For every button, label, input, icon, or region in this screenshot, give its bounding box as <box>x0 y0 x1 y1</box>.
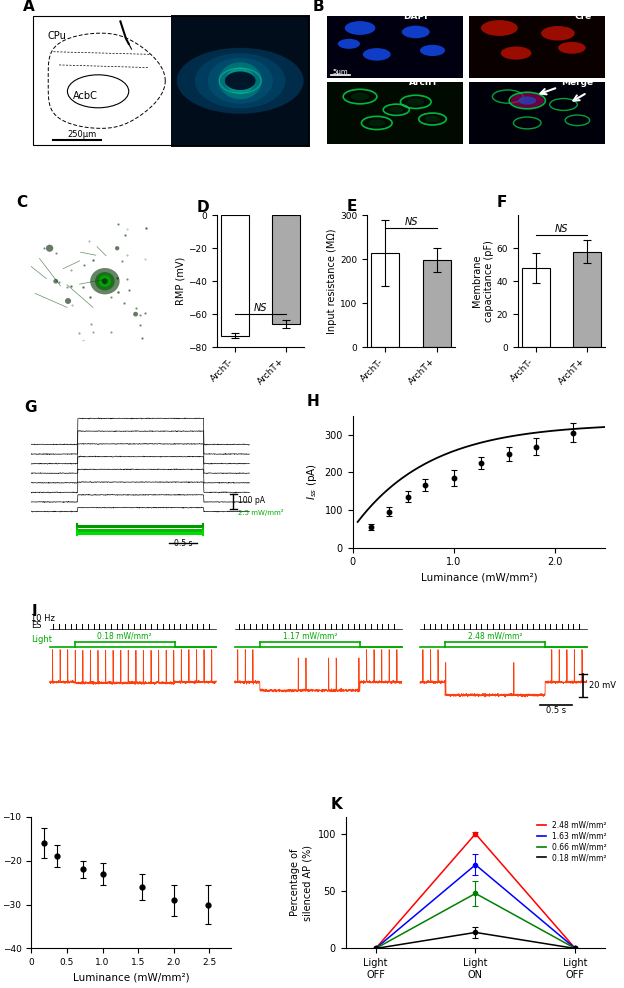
Bar <box>371 253 399 347</box>
Text: 0.5 s: 0.5 s <box>173 539 192 548</box>
Ellipse shape <box>402 26 430 39</box>
Text: Light: Light <box>31 634 52 643</box>
Ellipse shape <box>102 279 108 285</box>
Text: CPu: CPu <box>48 31 67 41</box>
Y-axis label: Input resistance (MΩ): Input resistance (MΩ) <box>328 228 338 334</box>
Text: NS: NS <box>555 223 568 234</box>
Text: H: H <box>307 394 320 409</box>
Text: A: A <box>23 0 34 14</box>
Bar <box>31 15 170 146</box>
Ellipse shape <box>90 268 120 294</box>
Ellipse shape <box>177 47 304 114</box>
Bar <box>522 268 550 347</box>
Y-axis label: Percentage of
silenced AP (%): Percentage of silenced AP (%) <box>290 845 312 921</box>
Ellipse shape <box>510 93 544 108</box>
Ellipse shape <box>133 312 138 316</box>
Legend: 2.48 mW/mm², 1.63 mW/mm², 0.66 mW/mm², 0.18 mW/mm²: 2.48 mW/mm², 1.63 mW/mm², 0.66 mW/mm², 0… <box>537 820 607 863</box>
X-axis label: Luminance (mW/mm²): Luminance (mW/mm²) <box>421 573 537 583</box>
Text: NS: NS <box>404 217 417 227</box>
Text: 0.5 s: 0.5 s <box>546 705 566 714</box>
Text: 1.17 mW/mm²: 1.17 mW/mm² <box>283 632 337 641</box>
Ellipse shape <box>95 272 115 290</box>
Text: E: E <box>347 199 357 213</box>
Bar <box>422 260 451 347</box>
Text: 20 mV: 20 mV <box>588 681 616 691</box>
Text: 2.5 mW/mm²: 2.5 mW/mm² <box>238 509 283 516</box>
Bar <box>573 252 602 347</box>
Text: 5μm: 5μm <box>332 69 348 75</box>
Ellipse shape <box>541 26 575 41</box>
Text: ES: ES <box>31 621 42 630</box>
Text: NS: NS <box>254 303 267 313</box>
Bar <box>272 215 300 324</box>
Text: Merge: Merge <box>562 78 593 87</box>
Bar <box>221 215 249 336</box>
Ellipse shape <box>389 107 403 113</box>
Text: B: B <box>313 0 324 14</box>
Text: 100 pA: 100 pA <box>238 496 265 505</box>
Ellipse shape <box>115 246 119 250</box>
Text: C: C <box>16 196 27 210</box>
Ellipse shape <box>363 48 391 60</box>
X-axis label: Luminance (mW/mm²): Luminance (mW/mm²) <box>73 973 189 983</box>
Ellipse shape <box>420 44 445 56</box>
Text: K: K <box>331 796 343 811</box>
Text: Cre: Cre <box>574 13 592 22</box>
Ellipse shape <box>481 20 518 36</box>
Ellipse shape <box>99 276 111 288</box>
Text: F: F <box>497 195 507 210</box>
Text: 2.48 mW/mm²: 2.48 mW/mm² <box>468 632 522 641</box>
Bar <box>170 15 310 146</box>
Ellipse shape <box>501 46 532 59</box>
Bar <box>469 17 605 78</box>
Text: 250μm: 250μm <box>67 129 97 138</box>
Ellipse shape <box>195 53 286 109</box>
Ellipse shape <box>208 57 273 104</box>
Bar <box>326 17 463 78</box>
Text: D: D <box>197 200 209 215</box>
Y-axis label: RMP (mV): RMP (mV) <box>175 257 185 305</box>
Ellipse shape <box>407 98 424 106</box>
Ellipse shape <box>65 298 71 304</box>
Text: I: I <box>31 604 37 619</box>
Text: AcbC: AcbC <box>73 91 98 101</box>
Y-axis label: Membrane
capacitance (pF): Membrane capacitance (pF) <box>472 240 494 322</box>
Ellipse shape <box>338 39 360 48</box>
Text: 10 Hz: 10 Hz <box>31 615 55 623</box>
Ellipse shape <box>53 279 58 284</box>
Ellipse shape <box>518 97 536 105</box>
Text: G: G <box>24 400 37 415</box>
Bar <box>326 82 463 144</box>
Text: 0.18 mW/mm²: 0.18 mW/mm² <box>97 632 152 641</box>
Ellipse shape <box>558 41 586 53</box>
Text: ArchT: ArchT <box>409 78 439 87</box>
Y-axis label: $I_{ss}$ (pA): $I_{ss}$ (pA) <box>305 463 319 500</box>
Ellipse shape <box>225 71 256 90</box>
Ellipse shape <box>368 120 385 126</box>
Ellipse shape <box>425 116 440 123</box>
Ellipse shape <box>351 93 369 101</box>
Text: ArchT-GFP: ArchT-GFP <box>36 217 76 226</box>
Text: 50 μm: 50 μm <box>62 339 89 348</box>
Text: DAPI: DAPI <box>404 13 428 22</box>
Ellipse shape <box>344 21 376 35</box>
Ellipse shape <box>102 279 108 285</box>
Ellipse shape <box>46 245 53 252</box>
Ellipse shape <box>218 62 262 99</box>
Ellipse shape <box>231 72 249 89</box>
Bar <box>469 82 605 144</box>
Ellipse shape <box>226 67 255 94</box>
